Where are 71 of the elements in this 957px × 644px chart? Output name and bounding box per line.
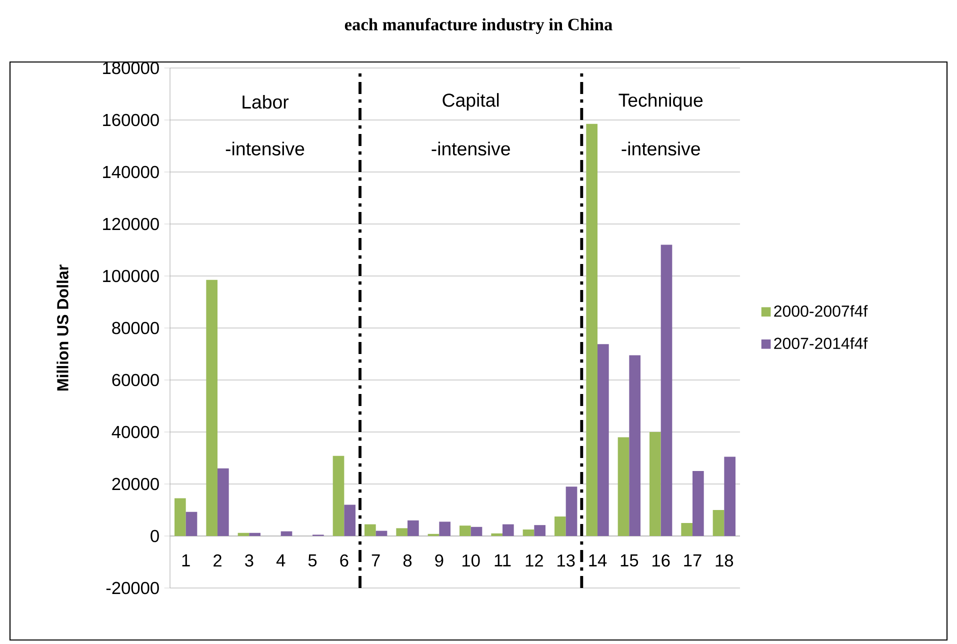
x-tick-label: 10 [462, 554, 480, 567]
bar [249, 532, 261, 536]
y-tick-label: 140000 [103, 166, 159, 178]
x-tick-label: 16 [652, 554, 670, 567]
bar [629, 355, 641, 536]
bar [408, 520, 419, 536]
bar [650, 432, 661, 536]
bar [712, 510, 724, 536]
x-tick-label: 12 [526, 554, 543, 567]
y-tick-label: 80000 [112, 322, 159, 334]
annotation: -intensive [226, 142, 304, 156]
x-tick-label: 14 [589, 554, 607, 566]
bar [534, 525, 546, 536]
y-tick-label: 40000 [112, 426, 159, 438]
x-tick-label: 3 [245, 554, 254, 567]
bar [554, 516, 566, 536]
bar [460, 526, 471, 536]
x-tick-label: 18 [716, 554, 734, 567]
legend-label: 2007-2014f4f [774, 337, 868, 350]
x-tick-label: 17 [684, 554, 702, 566]
bar [439, 522, 451, 536]
bar [502, 524, 514, 536]
y-tick-label: 20000 [112, 478, 159, 490]
bar [206, 280, 218, 536]
bar [598, 344, 609, 536]
bar [376, 530, 388, 536]
annotation: -intensive [432, 142, 510, 156]
bar [586, 124, 598, 536]
bar [618, 437, 630, 536]
x-tick-label: 13 [558, 554, 575, 567]
y-tick-label: 160000 [103, 114, 159, 126]
legend-label: 2000-2007f4f [774, 305, 868, 317]
bar [660, 244, 672, 536]
x-tick-label: 8 [403, 554, 412, 567]
x-tick-label: 9 [435, 554, 444, 567]
bar [238, 532, 250, 536]
bar [186, 512, 198, 536]
y-tick-label: 0 [150, 530, 159, 542]
bar [692, 471, 704, 536]
x-tick-label: 5 [308, 554, 317, 566]
x-tick-label: 15 [620, 554, 638, 566]
bar [344, 504, 356, 536]
bar [280, 531, 292, 536]
x-tick-label: 11 [494, 554, 511, 566]
annotation: Labor [242, 94, 289, 109]
chart-title: each manufacture industry in China [344, 18, 612, 34]
y-tick-label: 100000 [103, 270, 159, 282]
bar [218, 468, 229, 536]
bar [364, 524, 376, 536]
y-tick-label: 120000 [103, 218, 159, 230]
bar [522, 530, 534, 536]
y-tick-label: 60000 [112, 374, 159, 386]
annotation: -intensive [622, 142, 700, 156]
x-tick-label: 1 [182, 554, 190, 566]
x-tick-label: 4 [276, 554, 286, 566]
bar [470, 526, 482, 536]
bar [174, 498, 186, 536]
bar [332, 456, 344, 536]
annotation: Capital [442, 93, 499, 110]
y-tick-label: -20000 [106, 582, 159, 594]
x-tick-label: 6 [340, 554, 348, 567]
bar [396, 528, 408, 536]
x-tick-label: 7 [372, 554, 380, 566]
bar [566, 486, 578, 536]
bar [724, 456, 736, 536]
y-tick-label: 180000 [103, 62, 159, 74]
bar [681, 523, 693, 536]
x-tick-label: 2 [214, 554, 222, 567]
y-axis-title: Million US Dollar [56, 264, 68, 390]
bar [491, 533, 503, 536]
annotation: Technique [618, 93, 703, 110]
